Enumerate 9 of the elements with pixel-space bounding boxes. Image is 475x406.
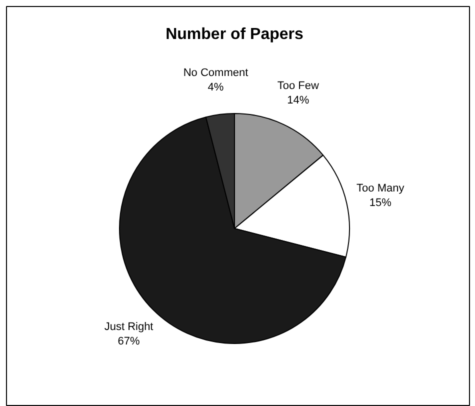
data-label: 15% [369, 197, 392, 210]
data-label: 14% [287, 94, 310, 106]
slice-label: Too Few [277, 80, 319, 92]
slice-label: Just Right [104, 321, 154, 334]
data-label: 4% [208, 81, 224, 94]
data-label: 67% [118, 335, 140, 348]
slice-label: No Comment [183, 66, 248, 79]
chart-title: Number of Papers [166, 26, 304, 43]
slice-label: Too Many [356, 182, 405, 195]
